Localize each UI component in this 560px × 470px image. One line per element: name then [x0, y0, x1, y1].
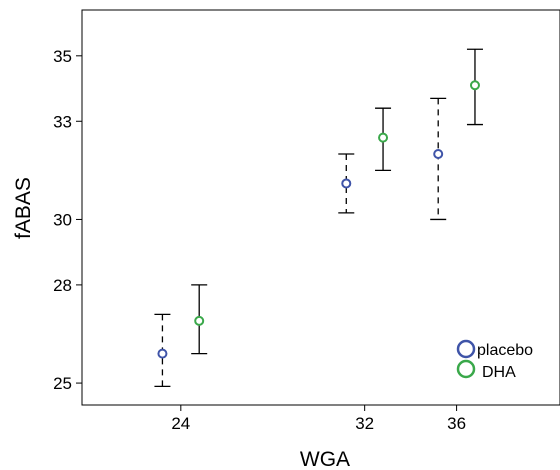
- y-axis-label: fABAS: [12, 177, 35, 239]
- y-tick-label-33: 33: [53, 112, 72, 131]
- point-placebo-2: [433, 148, 444, 159]
- y-tick-label-28: 28: [53, 276, 72, 295]
- x-tick-label-32: 32: [355, 414, 374, 433]
- x-axis-label: WGA: [300, 448, 350, 470]
- point-placebo-0: [157, 348, 168, 359]
- x-tick-label-36: 36: [447, 414, 466, 433]
- point-placebo-1: [341, 178, 352, 189]
- legend: placebo DHA: [456, 339, 533, 381]
- legend-marker-dha: [456, 359, 476, 379]
- point-dha-2: [469, 80, 480, 91]
- point-dha-1: [378, 132, 389, 143]
- y-axis: 25 28 30 33 35: [53, 47, 82, 393]
- x-axis: 24 32 36: [171, 405, 466, 433]
- legend-label-placebo: placebo: [477, 342, 533, 359]
- x-tick-label-24: 24: [171, 414, 190, 433]
- data-marks: [154, 48, 483, 387]
- y-tick-label-30: 30: [53, 210, 72, 229]
- y-tick-label-35: 35: [53, 47, 72, 66]
- y-tick-label-25: 25: [53, 374, 72, 393]
- legend-marker-placebo: [456, 339, 476, 359]
- legend-label-dha: DHA: [482, 364, 516, 381]
- point-dha-0: [194, 315, 205, 326]
- plot-area: [81, 9, 560, 406]
